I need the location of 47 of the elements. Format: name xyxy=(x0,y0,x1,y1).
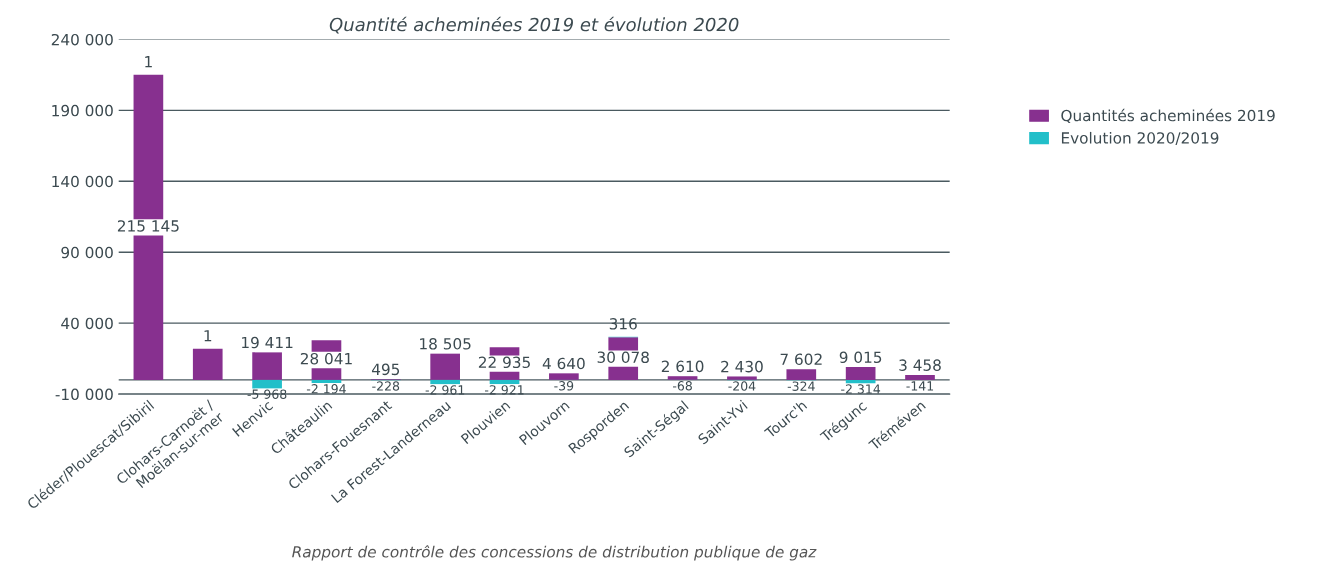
data-label: -141 xyxy=(906,381,934,391)
data-label: -2 921 xyxy=(484,385,524,395)
bar xyxy=(845,367,876,380)
data-label: -68 xyxy=(672,381,692,391)
text: Rapport de contrôle des concessions de distribution publique de gaz xyxy=(292,545,817,561)
data-label: 28 041 xyxy=(300,352,352,365)
data-label: 22 935 xyxy=(478,356,530,369)
legend-label: Quantités acheminées 2019 xyxy=(1061,108,1275,124)
bar xyxy=(252,352,282,380)
y-tick-label: 190 000 xyxy=(52,104,113,117)
bar xyxy=(845,379,876,384)
legend-label: Evolution 2020/2019 xyxy=(1061,131,1219,145)
bar xyxy=(549,373,579,380)
data-label: 2 430 xyxy=(721,360,763,373)
data-label: -2 961 xyxy=(425,385,465,395)
data-label: 1 xyxy=(204,330,212,342)
chart-title: Quantité acheminées 2019 et évolution 2020 xyxy=(329,16,739,34)
bar xyxy=(430,353,460,380)
y-tick-label: 140 000 xyxy=(52,175,113,188)
data-label: 3 458 xyxy=(899,359,941,371)
data-label: -204 xyxy=(728,381,756,391)
y-tick-label: 240 000 xyxy=(51,33,113,46)
data-label: -2 314 xyxy=(841,384,881,394)
data-label: 19 411 xyxy=(242,336,293,349)
y-tick-label: -10 000 xyxy=(55,388,113,401)
data-label: 215 145 xyxy=(117,220,179,232)
data-label: 2 610 xyxy=(661,360,704,373)
data-label: 4 640 xyxy=(542,357,585,370)
data-label: 18 505 xyxy=(420,338,471,350)
data-label: 1 xyxy=(145,56,152,68)
data-label: -2 194 xyxy=(306,384,346,394)
y-tick-label: 90 000 xyxy=(61,246,113,259)
y-tick-label: 40 000 xyxy=(61,317,113,330)
data-label: -324 xyxy=(787,381,815,391)
bar xyxy=(489,379,520,385)
bar xyxy=(192,348,223,380)
data-label: -228 xyxy=(372,381,400,391)
data-label: 495 xyxy=(371,363,400,376)
bar xyxy=(786,369,817,380)
data-label: 9 015 xyxy=(839,351,882,364)
data-label: 7 602 xyxy=(780,353,822,366)
data-label: -39 xyxy=(554,381,574,391)
bar xyxy=(311,379,342,384)
bar xyxy=(252,379,282,389)
bar xyxy=(905,375,935,380)
data-label: 30 078 xyxy=(597,351,649,364)
bar xyxy=(430,379,460,385)
